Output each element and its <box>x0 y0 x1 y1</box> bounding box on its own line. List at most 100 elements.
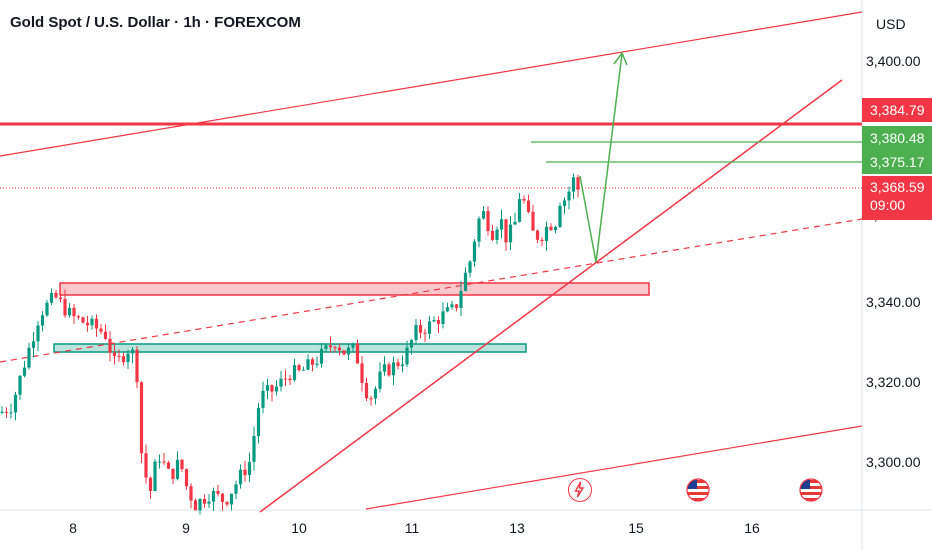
candle-body[interactable] <box>346 347 351 355</box>
candle-body[interactable] <box>135 349 139 383</box>
candle-body[interactable] <box>378 371 382 389</box>
candle-body[interactable] <box>454 304 459 308</box>
candle-body[interactable] <box>508 224 513 243</box>
candle-body[interactable] <box>9 412 13 414</box>
candle-body[interactable] <box>387 364 391 376</box>
candle-body[interactable] <box>571 177 576 192</box>
candle-body[interactable] <box>49 292 54 303</box>
plot-area[interactable] <box>0 0 862 510</box>
candle-body[interactable] <box>414 325 418 341</box>
candle-body[interactable] <box>121 356 126 363</box>
candle-body[interactable] <box>490 230 495 240</box>
candle-body[interactable] <box>238 469 243 485</box>
candle-body[interactable] <box>283 378 288 380</box>
candle-body[interactable] <box>81 317 85 323</box>
candle-body[interactable] <box>382 364 387 372</box>
candle-body[interactable] <box>31 341 36 348</box>
candle-body[interactable] <box>180 459 184 470</box>
candle-body[interactable] <box>472 241 477 262</box>
us-flag-icon[interactable] <box>799 478 823 502</box>
candle-body[interactable] <box>463 272 468 291</box>
candle-body[interactable] <box>301 369 306 371</box>
candle-body[interactable] <box>220 493 225 502</box>
candle-body[interactable] <box>324 345 328 349</box>
candle-body[interactable] <box>567 191 571 201</box>
candle-body[interactable] <box>355 343 360 364</box>
channel-lower-line[interactable] <box>365 425 863 510</box>
candle-body[interactable] <box>211 491 216 502</box>
candle-body[interactable] <box>297 365 301 371</box>
candle-body[interactable] <box>400 364 405 367</box>
currency-label[interactable]: USD <box>876 16 906 32</box>
candle-body[interactable] <box>540 239 544 242</box>
candle-body[interactable] <box>63 298 67 316</box>
candle-body[interactable] <box>112 352 117 356</box>
candle-body[interactable] <box>193 500 198 511</box>
candle-body[interactable] <box>4 411 9 413</box>
supply-zone[interactable] <box>59 282 650 296</box>
candle-body[interactable] <box>369 398 373 400</box>
candle-body[interactable] <box>202 499 207 504</box>
candle-body[interactable] <box>319 348 324 364</box>
candle-body[interactable] <box>481 211 486 219</box>
dashed-trendline[interactable] <box>0 218 863 363</box>
candle-body[interactable] <box>558 205 562 227</box>
candle-body[interactable] <box>130 349 135 354</box>
candle-body[interactable] <box>225 501 229 505</box>
candle-body[interactable] <box>198 499 202 511</box>
candle-body[interactable] <box>252 436 256 462</box>
candle-body[interactable] <box>562 200 567 206</box>
candle-body[interactable] <box>234 484 238 494</box>
candle-body[interactable] <box>333 347 337 349</box>
us-flag-icon[interactable] <box>686 478 710 502</box>
candle-body[interactable] <box>405 347 409 365</box>
channel-upper-line[interactable] <box>0 11 863 157</box>
candle-body[interactable] <box>0 411 4 413</box>
candle-body[interactable] <box>139 382 144 454</box>
candle-body[interactable] <box>144 453 148 478</box>
candle-body[interactable] <box>315 363 319 365</box>
candle-body[interactable] <box>216 491 220 494</box>
candle-body[interactable] <box>468 261 472 273</box>
candle-body[interactable] <box>535 230 540 240</box>
candle-body[interactable] <box>531 211 535 231</box>
candle-body[interactable] <box>171 468 175 479</box>
projection-path[interactable] <box>579 53 623 263</box>
candle-body[interactable] <box>85 322 90 326</box>
candle-body[interactable] <box>90 318 94 326</box>
candle-body[interactable] <box>396 362 400 367</box>
candle-body[interactable] <box>351 343 355 348</box>
candle-body[interactable] <box>423 332 427 334</box>
candle-body[interactable] <box>288 378 292 381</box>
candle-body[interactable] <box>459 290 463 308</box>
candle-body[interactable] <box>162 461 166 463</box>
candle-body[interactable] <box>207 501 211 504</box>
candle-body[interactable] <box>279 378 283 387</box>
candle-body[interactable] <box>553 226 558 231</box>
candle-body[interactable] <box>418 325 423 333</box>
candle-body[interactable] <box>441 311 445 324</box>
candle-body[interactable] <box>22 367 27 376</box>
candle-body[interactable] <box>67 307 72 316</box>
candle-body[interactable] <box>184 469 189 487</box>
candle-body[interactable] <box>544 226 549 242</box>
candle-body[interactable] <box>513 221 517 225</box>
candle-body[interactable] <box>247 461 252 476</box>
candle-body[interactable] <box>499 219 504 230</box>
candle-body[interactable] <box>576 177 580 190</box>
candle-body[interactable] <box>189 486 193 501</box>
candle-body[interactable] <box>360 363 364 383</box>
candle-body[interactable] <box>40 315 45 326</box>
candle-body[interactable] <box>427 321 432 334</box>
candle-body[interactable] <box>504 219 508 243</box>
candle-body[interactable] <box>229 493 234 505</box>
candle-body[interactable] <box>265 385 270 391</box>
candle-body[interactable] <box>27 347 31 368</box>
candle-body[interactable] <box>517 199 522 222</box>
candle-body[interactable] <box>432 320 436 322</box>
candle-body[interactable] <box>166 462 171 469</box>
candle-body[interactable] <box>436 320 441 324</box>
candle-body[interactable] <box>364 382 369 399</box>
candle-body[interactable] <box>522 199 526 201</box>
candle-body[interactable] <box>94 318 99 329</box>
